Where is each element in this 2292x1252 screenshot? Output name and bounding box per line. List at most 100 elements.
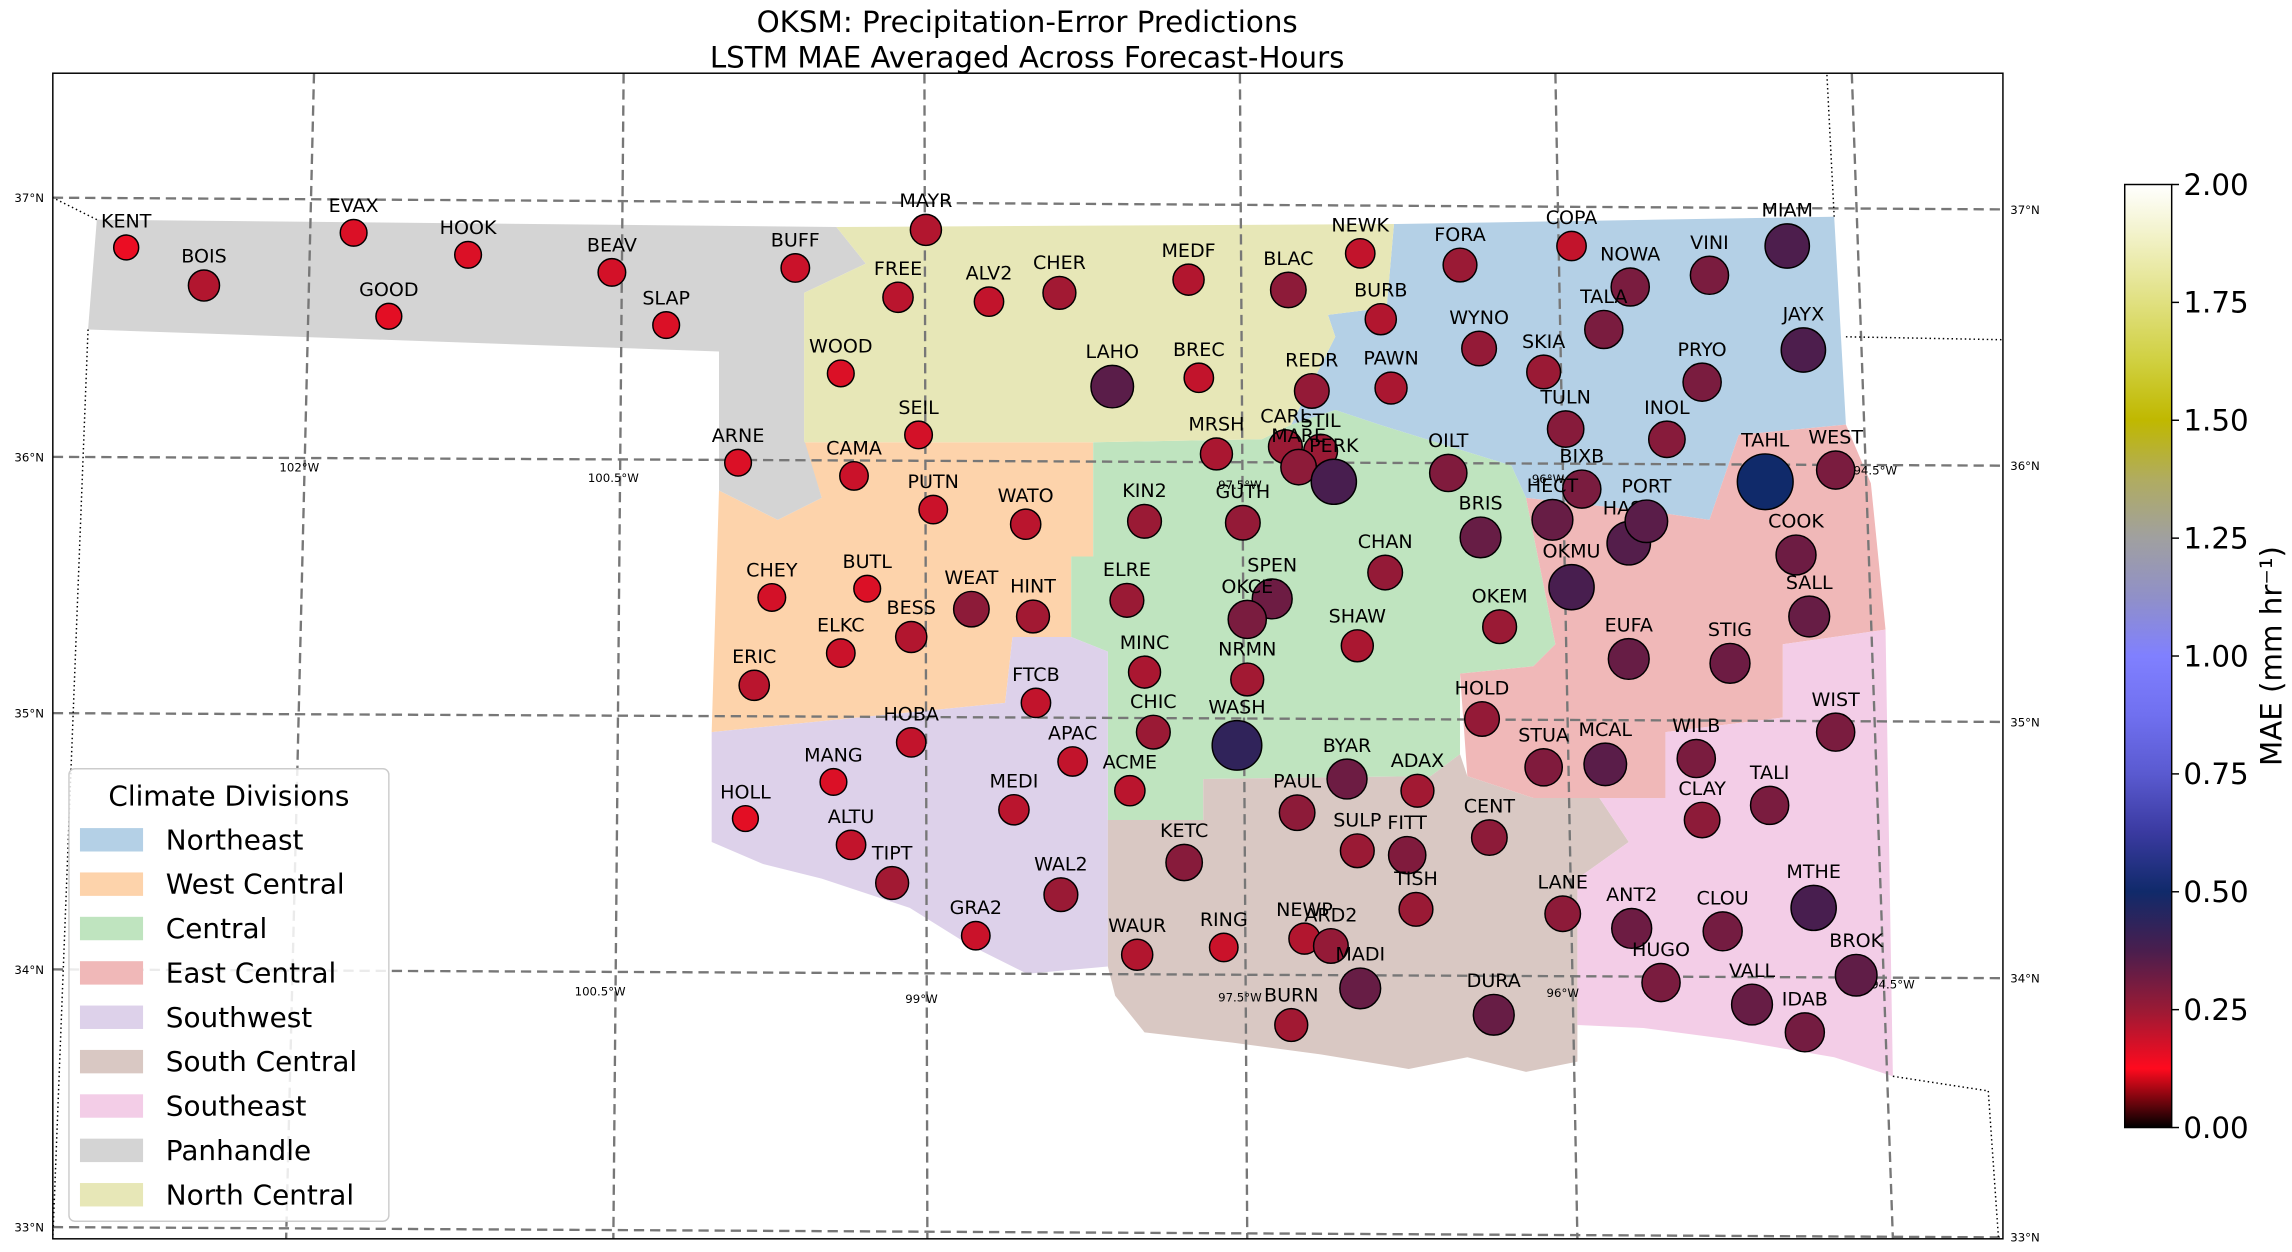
climate-division — [711, 442, 1094, 733]
station-marker — [1135, 714, 1171, 750]
legend-label: East Central — [166, 956, 336, 989]
station-label: GRA2 — [950, 897, 1002, 919]
station-label: APAC — [1048, 723, 1097, 745]
longitude-line — [1238, 73, 1249, 1239]
station-label: ANT2 — [1606, 884, 1657, 906]
station-marker — [1775, 534, 1817, 576]
station-label: REDR — [1285, 349, 1338, 371]
legend-label: Panhandle — [166, 1134, 311, 1167]
latitude-line — [52, 455, 2003, 467]
station-marker — [1815, 450, 1856, 490]
latitude-label: 37°N — [2010, 203, 2040, 217]
station-marker — [1274, 1007, 1309, 1043]
station-marker — [780, 253, 811, 283]
station-marker — [1293, 372, 1330, 409]
longitude-label: 96°W — [1547, 986, 1580, 1000]
station-label: TALA — [1579, 286, 1627, 308]
latitude-label: 36°N — [2010, 459, 2040, 473]
station-marker — [1224, 504, 1261, 541]
station-marker — [918, 494, 949, 525]
legend-swatch — [79, 1049, 144, 1074]
station-label: SALL — [1786, 572, 1833, 594]
station-label: MADI — [1335, 944, 1385, 966]
station-marker — [1015, 599, 1051, 634]
station-label: CLOU — [1697, 888, 1749, 910]
station-label: ACME — [1103, 751, 1158, 773]
station-label: MEDI — [990, 770, 1039, 792]
station-marker — [1400, 773, 1435, 808]
station-marker — [1364, 302, 1398, 336]
station-label: HINT — [1010, 576, 1056, 598]
latitude-line — [52, 711, 2003, 724]
station-marker — [1641, 962, 1681, 1003]
station-label: NEWK — [1331, 214, 1389, 236]
colorbar-tick-label: 0.25 — [2183, 993, 2248, 1027]
station-label: NEWP — [1276, 899, 1333, 921]
station-marker — [757, 582, 787, 612]
legend-box — [68, 768, 390, 1222]
station-marker — [1730, 983, 1774, 1026]
legend-label: Southeast — [166, 1090, 307, 1123]
station-label: BUFF — [771, 229, 820, 251]
station-label: RING — [1200, 909, 1248, 931]
station-label: ELKC — [817, 615, 864, 637]
station-marker — [1526, 354, 1562, 390]
station-marker — [825, 638, 856, 669]
station-marker — [339, 218, 368, 247]
station-marker — [853, 574, 882, 603]
station-label: SEIL — [898, 397, 939, 419]
station-label: MRSH — [1188, 414, 1244, 436]
station-label: FREE — [874, 258, 922, 280]
station-label: WAUR — [1108, 915, 1166, 937]
station-label: BROK — [1829, 930, 1883, 952]
station-label: ARNE — [712, 425, 765, 447]
station-label: PAUL — [1273, 771, 1321, 793]
legend-swatch — [79, 1183, 144, 1207]
station-label: NRMN — [1218, 639, 1276, 661]
station-marker — [1340, 629, 1375, 663]
legend-swatch — [79, 1094, 144, 1118]
station-label: CHAN — [1358, 531, 1413, 553]
station-marker — [819, 767, 848, 797]
station-label: BESS — [887, 597, 936, 619]
station-label: STUA — [1518, 724, 1569, 746]
station-label: HOLD — [1455, 677, 1510, 699]
colorbar — [2123, 183, 2173, 1129]
legend-label: North Central — [166, 1178, 354, 1211]
station-marker — [1109, 582, 1145, 618]
station-label: COOK — [1768, 511, 1824, 533]
station-marker — [1114, 774, 1146, 807]
station-marker — [1736, 453, 1794, 511]
station-marker — [1470, 819, 1508, 857]
station-label: BRIS — [1459, 493, 1503, 515]
station-marker — [1310, 458, 1358, 506]
station-label: OILT — [1428, 430, 1469, 452]
station-label: VALL — [1729, 960, 1776, 982]
legend-label: West Central — [166, 868, 345, 901]
station-label: GUTH — [1215, 481, 1270, 503]
longitude-label: 102°W — [279, 461, 319, 475]
station-marker — [1120, 938, 1154, 971]
station-label: NOWA — [1600, 244, 1660, 266]
station-marker — [1326, 758, 1368, 800]
station-marker — [904, 420, 934, 450]
station-marker — [1269, 271, 1307, 309]
station-label: INOL — [1644, 397, 1690, 419]
station-label: MAYR — [899, 190, 952, 212]
boundary-line — [1845, 336, 2003, 341]
station-marker — [1815, 712, 1856, 752]
station-marker — [882, 281, 914, 314]
station-marker — [1165, 843, 1204, 882]
subtitle: LSTM MAE Averaged Across Forecast-Hours — [710, 40, 1345, 74]
station-marker — [998, 793, 1030, 826]
latitude-label: 35°N — [2010, 715, 2040, 729]
station-marker — [1227, 599, 1268, 640]
boundary-line — [52, 197, 98, 221]
station-label: PERK — [1309, 435, 1359, 457]
station-label: ALTU — [828, 806, 875, 828]
station-marker — [973, 286, 1005, 318]
station-label: JAYX — [1782, 304, 1825, 326]
station-label: HUGO — [1632, 939, 1690, 961]
station-marker — [1442, 247, 1478, 283]
